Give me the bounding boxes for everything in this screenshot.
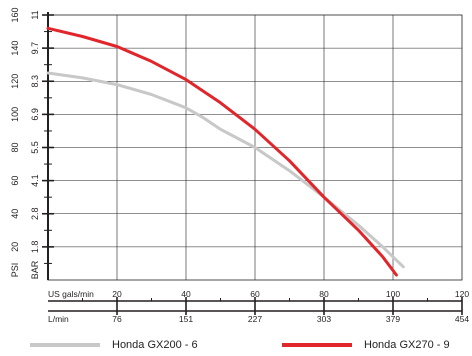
y-tick-label-bar-7: 11 <box>30 10 40 19</box>
legend-label-gx200: Honda GX200 - 6 <box>112 339 198 351</box>
legend-item-gx200: Honda GX200 - 6 <box>30 336 198 354</box>
legend-swatch-gx200 <box>30 343 100 347</box>
y-tick-label-psi-6: 140 <box>10 41 20 56</box>
x-axis-label-lpm: L/min <box>48 314 69 324</box>
legend-item-gx270: Honda GX270 - 9 <box>282 336 450 354</box>
y-tick-label-bar-5: 8.3 <box>30 75 40 88</box>
x-tick-label-gpm-3: 80 <box>319 289 329 299</box>
x-tick-label-gpm-0: 20 <box>112 289 122 299</box>
y-tick-label-bar-1: 2.8 <box>30 207 40 220</box>
y-axis-label-bar: BAR <box>30 260 40 279</box>
series-line-1 <box>46 26 398 277</box>
y-tick-label-psi-5: 120 <box>10 74 20 89</box>
series-line-0 <box>46 71 405 269</box>
x-tick-label-gpm-5: 120 <box>455 289 469 299</box>
x-tick-label-lpm-3: 303 <box>317 314 331 324</box>
y-tick-label-bar-4: 6.9 <box>30 108 40 121</box>
y-tick-label-bar-3: 5.5 <box>30 141 40 154</box>
y-tick-label-psi-0: 20 <box>10 242 20 252</box>
x-tick-label-lpm-4: 379 <box>386 314 400 324</box>
legend-swatch-gx270 <box>282 343 352 347</box>
y-tick-label-psi-3: 80 <box>10 142 20 152</box>
x-tick-label-gpm-1: 40 <box>181 289 191 299</box>
ticks <box>42 14 463 315</box>
x-tick-label-lpm-5: 454 <box>455 314 469 324</box>
y-axis-label-psi: PSI <box>10 263 20 278</box>
y-tick-label-psi-4: 100 <box>10 107 20 122</box>
series-lines <box>46 26 405 277</box>
y-tick-label-bar-0: 1.8 <box>30 241 40 254</box>
legend-label-gx270: Honda GX270 - 9 <box>364 339 450 351</box>
x-axis-label-gpm: US gals/min <box>48 289 94 299</box>
tick-labels: 20 1.8 40 2.8 60 4.1 80 5.5 100 6.9 120 8.3 140 9.7 16… <box>10 7 469 324</box>
x-tick-label-lpm-0: 76 <box>112 314 122 324</box>
y-tick-label-bar-2: 4.1 <box>30 174 40 187</box>
y-tick-label-psi-1: 40 <box>10 209 20 219</box>
x-tick-label-lpm-2: 227 <box>248 314 262 324</box>
x-tick-label-lpm-1: 151 <box>179 314 193 324</box>
x-tick-label-gpm-4: 100 <box>386 289 400 299</box>
y-tick-label-psi-7: 160 <box>10 7 20 22</box>
x-tick-label-gpm-2: 60 <box>250 289 260 299</box>
y-tick-label-bar-6: 9.7 <box>30 42 40 55</box>
y-tick-label-psi-2: 60 <box>10 176 20 186</box>
